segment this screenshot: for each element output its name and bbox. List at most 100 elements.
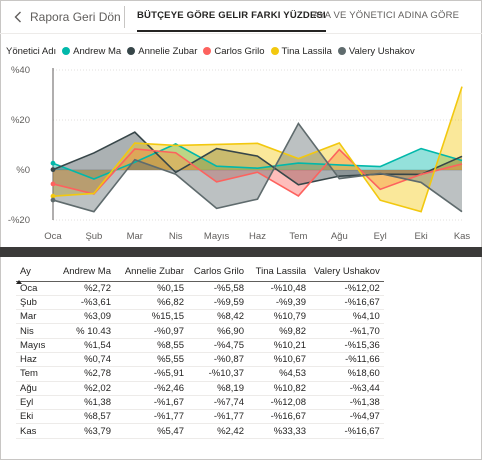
data-point[interactable] bbox=[50, 167, 56, 173]
data-table: Ay Andrew Ma Annelie Zubar Carlos Grilo … bbox=[16, 262, 384, 439]
cell-value: -%7,74 bbox=[188, 395, 248, 411]
table-separator-bar bbox=[0, 247, 482, 257]
legend-label: Annelie Zubar bbox=[138, 45, 198, 57]
back-to-report-label: Rapora Geri Dön bbox=[30, 10, 121, 24]
legend-label: Andrew Ma bbox=[73, 45, 122, 57]
cell-value: -%16,67 bbox=[310, 423, 384, 439]
cell-value: %10,79 bbox=[248, 309, 310, 325]
column-header-carlos-grilo[interactable]: Carlos Grilo bbox=[188, 262, 248, 282]
legend-dot-icon bbox=[270, 47, 279, 55]
chart-legend: Yönetici Adı Andrew Ma Annelie Zubar Car… bbox=[6, 45, 421, 57]
cell-value: -%5,91 bbox=[115, 366, 188, 382]
cell-value: %0,15 bbox=[115, 281, 188, 296]
column-header-andrew-ma[interactable]: Andrew Ma bbox=[52, 262, 115, 282]
legend-dot-icon bbox=[337, 47, 346, 55]
cell-value: %8,55 bbox=[115, 338, 188, 353]
line-tina-lassila[interactable] bbox=[52, 86, 463, 213]
cell-value: %6,90 bbox=[188, 323, 248, 339]
cell-value: %1,38 bbox=[52, 395, 115, 411]
cell-value: %10,82 bbox=[248, 381, 310, 396]
chevron-left-icon bbox=[14, 11, 21, 23]
cell-value: -%16,67 bbox=[310, 295, 384, 311]
legend-item-valery-ushakov[interactable]: Valery Ushakov bbox=[337, 45, 415, 57]
legend-dot-icon bbox=[203, 47, 212, 55]
table-row: Eyl %1,38 -%1,67 -%7,74 -%12,08 -%1,38 bbox=[16, 395, 384, 411]
cell-value: %8,42 bbox=[188, 309, 248, 325]
area-andrew-ma[interactable] bbox=[53, 143, 462, 180]
cell-month: Tem bbox=[16, 366, 52, 382]
table-row: Tem %2,78 -%5,91 -%10,37 %4,53 %18,60 bbox=[16, 366, 384, 382]
cell-value: %4,53 bbox=[248, 366, 310, 382]
cell-value: -%1,67 bbox=[115, 395, 188, 411]
tab-revenue-variance[interactable]: BÜTÇEYE GÖRE GELIR FARKI YÜZDESI bbox=[137, 10, 326, 32]
y-tick-label: %0 bbox=[16, 165, 30, 176]
cell-value: %3,09 bbox=[52, 309, 115, 325]
x-tick-label: Tem bbox=[289, 231, 307, 242]
table-row: Ağu %2,02 -%2,46 %8,19 %10,82 -%3,44 bbox=[16, 381, 384, 396]
cell-value: -%11,66 bbox=[310, 352, 384, 368]
data-point[interactable] bbox=[50, 181, 56, 187]
legend-label: Valery Ushakov bbox=[348, 45, 415, 57]
cell-value: %8,19 bbox=[188, 381, 248, 396]
column-header-tina-lassila[interactable]: Tina Lassila bbox=[248, 262, 310, 282]
cell-value: -%4,75 bbox=[188, 338, 248, 353]
area-carlos-grilo[interactable] bbox=[53, 148, 462, 196]
header-divider bbox=[124, 6, 125, 28]
tab-by-month-manager[interactable]: AYA VE YÖNETICI ADINA GÖRE bbox=[313, 10, 460, 21]
y-tick-label: %20 bbox=[11, 115, 30, 126]
data-point[interactable] bbox=[50, 197, 56, 203]
column-header-month[interactable]: Ay bbox=[16, 262, 52, 282]
cell-value: -%0,87 bbox=[188, 352, 248, 368]
area-tina-lassila[interactable] bbox=[53, 86, 462, 212]
line-annelie-zubar[interactable] bbox=[52, 131, 463, 186]
line-andrew-ma[interactable] bbox=[52, 143, 463, 180]
cell-value: %2,72 bbox=[52, 281, 115, 296]
cell-month: Oca bbox=[16, 281, 52, 296]
legend-item-andrew-ma[interactable]: Andrew Ma bbox=[62, 46, 121, 57]
x-tick-label: Eki bbox=[414, 231, 427, 242]
cell-month: Eki bbox=[16, 409, 52, 425]
cell-month: Haz bbox=[16, 352, 52, 368]
cell-value: -%12,08 bbox=[248, 395, 310, 411]
cell-value: %9,82 bbox=[248, 323, 310, 339]
table-row: Haz %0,74 %5,55 -%0,87 %10,67 -%11,66 bbox=[16, 352, 384, 368]
area-valery-ushakov[interactable] bbox=[53, 123, 462, 212]
back-to-report-button[interactable]: Rapora Geri Dön bbox=[14, 8, 121, 26]
cell-month: Eyl bbox=[16, 395, 52, 411]
line-valery-ushakov[interactable] bbox=[52, 122, 463, 213]
table-row: Mar %3,09 %15,15 %8,42 %10,79 %4,10 bbox=[16, 309, 384, 325]
column-header-valery-ushakov[interactable]: Valery Ushakov bbox=[310, 262, 384, 282]
data-table-panel: Ay Andrew Ma Annelie Zubar Carlos Grilo … bbox=[6, 258, 476, 454]
cell-value: %15,15 bbox=[115, 309, 188, 325]
cell-month: Şub bbox=[16, 295, 52, 311]
cell-value: -%5,58 bbox=[188, 281, 248, 296]
data-point[interactable] bbox=[50, 193, 56, 199]
area-chart[interactable]: -%20 %0 %20 %40 Oca Şub Mar Nis Mayıs Haz Tem Ağu Ey… bbox=[0, 60, 482, 245]
cell-value: -%0,97 bbox=[115, 323, 188, 339]
legend-label: Tina Lassila bbox=[281, 45, 332, 57]
x-tick-label: Nis bbox=[169, 231, 183, 242]
line-carlos-grilo[interactable] bbox=[52, 148, 463, 197]
cell-value: -%1,70 bbox=[310, 323, 384, 339]
cell-month: Nis bbox=[16, 323, 52, 339]
legend-item-carlos-grilo[interactable]: Carlos Grilo bbox=[203, 45, 265, 57]
data-point[interactable] bbox=[50, 160, 56, 166]
table-row: Şub -%3,61 %6,82 -%9,59 -%9,39 -%16,67 bbox=[16, 295, 384, 311]
table-row: Nis% 10.43 -%0,97 %6,90 %9,82 -%1,70 bbox=[16, 323, 384, 339]
cell-value: %2,78 bbox=[52, 366, 115, 382]
legend-item-tina-lassila[interactable]: Tina Lassila bbox=[270, 45, 332, 57]
cell-value: %10,21 bbox=[248, 338, 310, 353]
legend-title: Yönetici Adı bbox=[6, 45, 57, 57]
cell-value: -%9,39 bbox=[248, 295, 310, 311]
legend-dot-icon bbox=[127, 47, 136, 55]
x-tick-label: Ağu bbox=[331, 231, 348, 242]
cell-value: %5,55 bbox=[115, 352, 188, 368]
y-tick-label: -%20 bbox=[8, 215, 30, 226]
sort-ascending-icon[interactable] bbox=[16, 280, 22, 284]
cell-value: %10,67 bbox=[248, 352, 310, 368]
legend-item-annelie-zubar[interactable]: Annelie Zubar bbox=[127, 46, 197, 57]
column-header-annelie-zubar[interactable]: Annelie Zubar bbox=[115, 262, 188, 282]
cell-value: %33,33 bbox=[248, 423, 310, 439]
legend-label: Carlos Grilo bbox=[214, 45, 265, 57]
cell-month: Ağu bbox=[16, 381, 52, 396]
